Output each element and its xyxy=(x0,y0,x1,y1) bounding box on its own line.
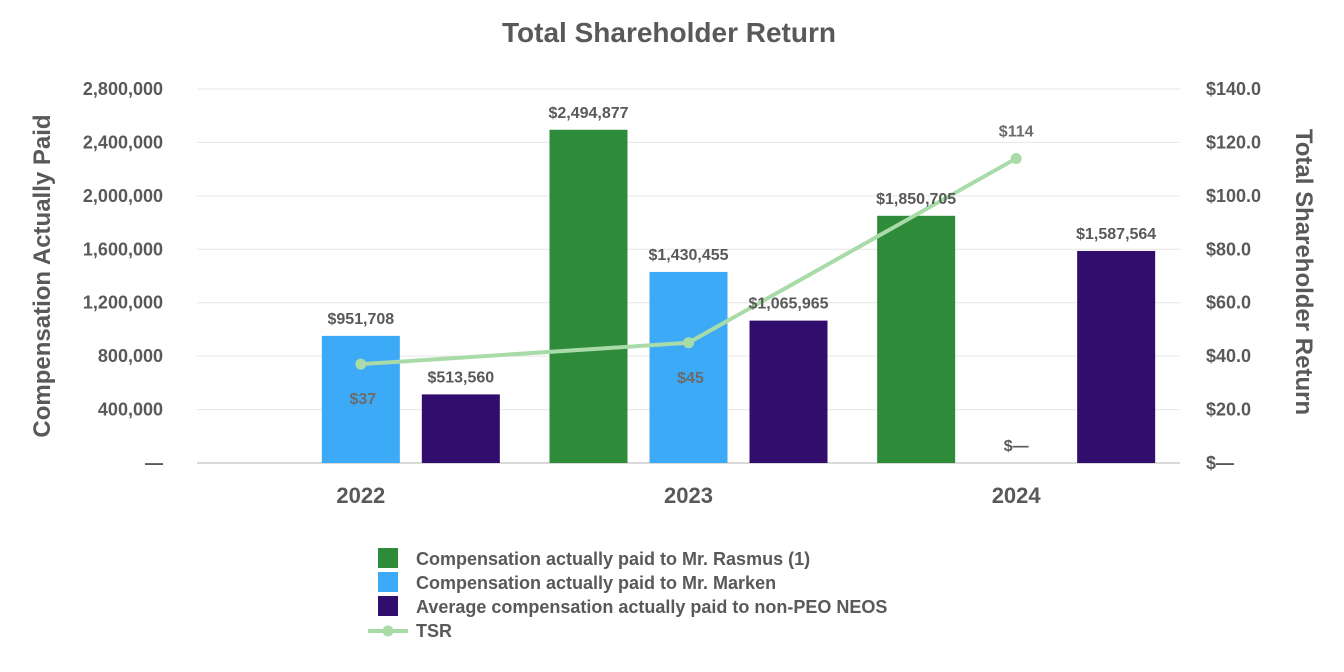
y-axis-title: Compensation Actually Paid xyxy=(29,114,56,437)
y-tick-label: 1,200,000 xyxy=(83,293,163,313)
bar-data-label: $951,708 xyxy=(327,311,394,328)
tsr-data-label: $45 xyxy=(677,370,704,387)
y2-tick-label: $20.0 xyxy=(1206,400,1251,420)
bar-data-label: $1,430,455 xyxy=(648,247,728,264)
bar xyxy=(549,129,628,463)
tsr-point xyxy=(355,358,367,370)
y2-axis-title: Total Shareholder Return xyxy=(1290,129,1317,415)
y-tick-label: 2,000,000 xyxy=(83,186,163,206)
y2-axis-ticks: $— $20.0 $40.0 $60.0 $80.0 $100.0 $120.0 $140.0 xyxy=(1206,79,1261,473)
tsr-data-label: $37 xyxy=(349,391,376,408)
x-category-label: 2023 xyxy=(664,483,713,508)
legend-label: Average compensation actually paid to no… xyxy=(416,597,887,617)
legend: Compensation actually paid to Mr. Rasmus… xyxy=(368,548,887,641)
y2-tick-label: $120.0 xyxy=(1206,132,1261,152)
y-axis-ticks: — 400,000 800,000 1,200,000 1,600,000 2,000,0… xyxy=(83,79,163,473)
y2-tick-label: $40.0 xyxy=(1206,346,1251,366)
bars xyxy=(321,129,1156,463)
legend-label: TSR xyxy=(416,621,452,641)
bar-data-label: $1,065,965 xyxy=(748,296,828,313)
x-category-label: 2024 xyxy=(992,483,1042,508)
y-tick-label: 2,800,000 xyxy=(83,79,163,99)
tsr-data-label: $114 xyxy=(999,123,1034,140)
bar-data-label: $— xyxy=(1004,438,1029,455)
x-category-label: 2022 xyxy=(336,483,385,508)
bar xyxy=(649,271,728,463)
legend-label: Compensation actually paid to Mr. Rasmus… xyxy=(416,549,810,569)
y-tick-label: 800,000 xyxy=(98,346,163,366)
y2-tick-label: $100.0 xyxy=(1206,186,1261,206)
tsr-point xyxy=(683,337,694,349)
bar xyxy=(749,320,828,463)
tsr-point xyxy=(1010,152,1022,164)
tsr-line-group: $37 $45 $114 xyxy=(349,123,1033,408)
y2-tick-label: $140.0 xyxy=(1206,79,1261,99)
bar-labels: $951,708 $513,560 $2,494,877 $1,430,455 $1,0… xyxy=(327,105,1156,455)
bar xyxy=(1077,250,1156,463)
y2-tick-label: $— xyxy=(1206,453,1234,473)
chart-title: Total Shareholder Return xyxy=(502,17,836,48)
bar-data-label: $2,494,877 xyxy=(548,105,628,122)
y2-tick-label: $60.0 xyxy=(1206,293,1251,313)
legend-swatch xyxy=(378,596,398,616)
legend-swatch xyxy=(378,548,398,568)
bar-data-label: $513,560 xyxy=(427,369,494,386)
y-tick-label: 1,600,000 xyxy=(83,239,163,259)
legend-line-marker xyxy=(382,625,394,637)
bar xyxy=(421,394,500,463)
bar xyxy=(877,215,956,463)
bar xyxy=(321,335,400,463)
bar-data-label: $1,587,564 xyxy=(1076,226,1156,243)
y2-tick-label: $80.0 xyxy=(1206,239,1251,259)
legend-label: Compensation actually paid to Mr. Marken xyxy=(416,573,776,593)
legend-swatch xyxy=(378,572,398,592)
y-tick-label: 400,000 xyxy=(98,400,163,420)
y-tick-label: 2,400,000 xyxy=(83,132,163,152)
bar-data-label: $1,850,705 xyxy=(876,191,956,208)
x-axis-categories: 2022 2023 2024 xyxy=(336,483,1041,508)
y-tick-label: — xyxy=(145,453,163,473)
